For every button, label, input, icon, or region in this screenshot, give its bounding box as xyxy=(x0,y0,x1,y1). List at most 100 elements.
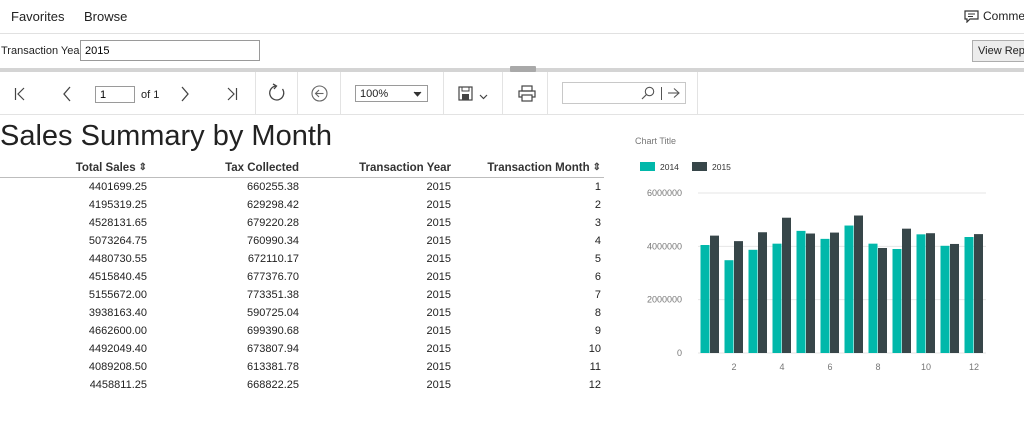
bar-2014-month-8 xyxy=(868,243,878,353)
y-tick-label: 4000000 xyxy=(647,241,682,251)
transaction-year-cell: 2015 xyxy=(426,343,451,355)
find-divider xyxy=(661,87,662,100)
back-to-parent-icon[interactable] xyxy=(311,85,328,102)
tax-collected-cell: 668822.25 xyxy=(247,379,299,391)
total-sales-cell: 4089208.50 xyxy=(88,361,147,373)
legend-swatch xyxy=(640,162,655,171)
transaction-year-cell: 2015 xyxy=(426,379,451,391)
bar-2015-month-11 xyxy=(950,243,959,353)
table-row: 4480730.55 672110.17 2015 5 xyxy=(0,250,604,268)
transaction-month-cell: 6 xyxy=(594,271,601,283)
transaction-year-cell: 2015 xyxy=(426,217,451,229)
comments-button[interactable]: Comments xyxy=(964,9,1024,23)
table-row: 4492049.40 673807.94 2015 10 xyxy=(0,340,604,358)
browse-link[interactable]: Browse xyxy=(84,9,128,24)
bar-2015-month-3 xyxy=(758,232,767,353)
bar-2015-month-9 xyxy=(902,228,911,353)
transaction-year-cell: 2015 xyxy=(426,307,451,319)
tax-collected-cell: 660255.38 xyxy=(247,181,299,193)
find-next-icon[interactable] xyxy=(667,87,681,99)
legend-label: 2014 xyxy=(660,162,679,172)
total-sales-cell: 4458811.25 xyxy=(89,379,147,391)
favorites-link[interactable]: Favorites xyxy=(11,9,65,24)
total-sales-cell: 5155672.00 xyxy=(88,289,147,301)
report-toolbar xyxy=(0,72,1024,115)
save-export-icon[interactable] xyxy=(458,86,490,104)
bar-2015-month-4 xyxy=(782,217,791,353)
tax-collected-cell: 590725.04 xyxy=(247,307,299,319)
transaction-year-input[interactable] xyxy=(80,40,260,61)
table-row: 4195319.25 629298.42 2015 2 xyxy=(0,196,604,214)
column-header-transaction-month[interactable]: Transaction Month ⇕ xyxy=(454,159,604,178)
total-sales-cell: 4662600.00 xyxy=(88,325,147,337)
bar-2015-month-2 xyxy=(734,241,743,353)
toolbar-separator xyxy=(443,72,444,114)
transaction-month-cell: 11 xyxy=(589,361,601,373)
bar-2014-month-2 xyxy=(724,260,734,353)
chart-title: Chart Title xyxy=(635,136,676,146)
total-sales-cell: 4528131.65 xyxy=(88,217,147,229)
x-tick-label: 12 xyxy=(969,362,979,372)
next-page-icon[interactable] xyxy=(180,86,190,102)
previous-page-icon[interactable] xyxy=(62,86,72,102)
total-sales-cell: 5073264.75 xyxy=(88,235,147,247)
bar-2015-month-7 xyxy=(854,215,863,353)
transaction-year-cell: 2015 xyxy=(426,199,451,211)
sort-icon[interactable]: ⇕ xyxy=(138,162,147,174)
table-row: 4458811.25 668822.25 2015 12 xyxy=(0,376,604,394)
tax-collected-cell: 760990.34 xyxy=(247,235,299,247)
table-row: 4515840.45 677376.70 2015 6 xyxy=(0,268,604,286)
transaction-month-cell: 7 xyxy=(594,289,601,301)
bar-2014-month-1 xyxy=(700,245,710,353)
bar-2014-month-5 xyxy=(796,230,806,353)
page-number-input[interactable] xyxy=(95,86,135,103)
transaction-month-cell: 5 xyxy=(594,253,601,265)
transaction-month-cell: 9 xyxy=(594,325,601,337)
zoom-select[interactable]: 100% xyxy=(355,85,428,102)
total-sales-cell: 4492049.40 xyxy=(88,343,147,355)
splitter-grip[interactable] xyxy=(510,66,536,72)
tax-collected-cell: 613381.78 xyxy=(247,361,299,373)
chevron-down-icon xyxy=(413,91,422,97)
bar-2014-month-12 xyxy=(964,237,974,353)
bar-2014-month-11 xyxy=(940,245,950,353)
bar-2015-month-12 xyxy=(974,234,983,353)
transaction-year-cell: 2015 xyxy=(426,325,451,337)
parameter-bar: Transaction Year: xyxy=(0,34,1024,68)
tax-collected-cell: 629298.42 xyxy=(247,199,299,211)
table-body: 4401699.25 660255.38 2015 1 4195319.25 629298… xyxy=(0,178,604,395)
bar-2015-month-10 xyxy=(926,233,935,353)
column-header-total-sales[interactable]: Total Sales ⇕ xyxy=(0,159,150,178)
first-page-icon[interactable] xyxy=(14,87,26,101)
y-tick-label: 0 xyxy=(677,348,682,358)
y-tick-label: 2000000 xyxy=(647,295,682,305)
table-header-row: Total Sales ⇕ Tax Collected Transaction Y… xyxy=(0,159,604,178)
print-icon[interactable] xyxy=(518,85,536,102)
refresh-icon[interactable] xyxy=(267,83,287,103)
bar-2015-month-1 xyxy=(710,235,719,353)
sales-chart: Chart Title 2014 2015 0 2000000 4000000 600000… xyxy=(635,136,986,372)
search-icon[interactable] xyxy=(641,86,655,100)
sort-icon[interactable]: ⇕ xyxy=(592,162,601,174)
toolbar-separator xyxy=(340,72,341,114)
transaction-month-cell: 3 xyxy=(594,217,601,229)
column-header-transaction-year: Transaction Year xyxy=(302,159,454,178)
last-page-icon[interactable] xyxy=(226,87,238,101)
view-report-button[interactable]: View Report xyxy=(972,40,1024,62)
table-row: 4528131.65 679220.28 2015 3 xyxy=(0,214,604,232)
total-sales-cell: 4195319.25 xyxy=(88,199,147,211)
tax-collected-cell: 672110.17 xyxy=(247,253,299,265)
bar-2015-month-5 xyxy=(806,233,815,353)
x-tick-label: 4 xyxy=(779,362,784,372)
x-tick-label: 10 xyxy=(921,362,931,372)
tax-collected-cell: 699390.68 xyxy=(247,325,299,337)
transaction-month-cell: 10 xyxy=(588,343,601,355)
find-text-input[interactable] xyxy=(562,82,686,104)
bar-2014-month-4 xyxy=(772,243,782,353)
bar-2014-month-9 xyxy=(892,249,902,353)
table-row: 4089208.50 613381.78 2015 11 xyxy=(0,358,604,376)
legend-label: 2015 xyxy=(712,162,731,172)
table-row: 5155672.00 773351.38 2015 7 xyxy=(0,286,604,304)
report-title: Sales Summary by Month xyxy=(0,120,333,152)
tax-collected-cell: 673807.94 xyxy=(247,343,299,355)
